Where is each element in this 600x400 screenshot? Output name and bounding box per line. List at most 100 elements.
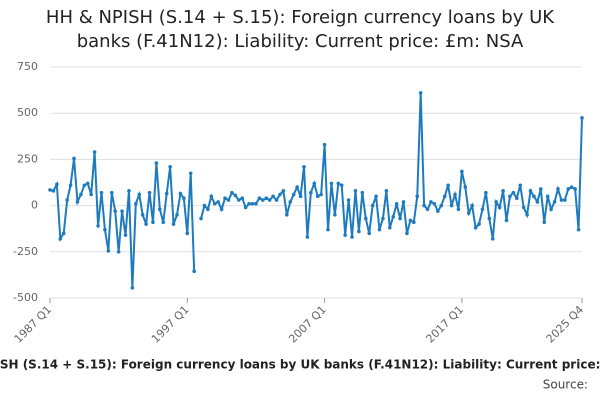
- point: [446, 183, 450, 188]
- point: [453, 192, 457, 197]
- point: [398, 216, 402, 221]
- point: [528, 189, 533, 193]
- point: [518, 183, 523, 188]
- point: [116, 250, 121, 254]
- point: [274, 198, 279, 202]
- point: [209, 194, 214, 199]
- point: [257, 196, 262, 201]
- point: [566, 187, 571, 191]
- point: [477, 222, 481, 226]
- point: [216, 200, 220, 204]
- point: [72, 156, 76, 161]
- point: [271, 194, 275, 199]
- point: [281, 189, 286, 193]
- point: [549, 207, 553, 212]
- point: [158, 207, 162, 212]
- point: [470, 203, 474, 208]
- point: [353, 189, 358, 193]
- point: [247, 201, 251, 206]
- point: [525, 213, 529, 217]
- chart-title: HH & NPISH (S.14 + S.15): Foreign curren…: [45, 7, 555, 52]
- point: [106, 249, 111, 253]
- point: [305, 235, 310, 239]
- point: [521, 205, 526, 210]
- point: [175, 213, 179, 217]
- y-tick-label: 750: [17, 60, 38, 73]
- point: [415, 194, 420, 199]
- point: [82, 183, 87, 188]
- x-tick-label: 2007 Q1: [286, 303, 329, 346]
- point: [508, 194, 512, 199]
- y-tick-label: 250: [17, 152, 38, 165]
- point: [134, 201, 138, 206]
- point: [339, 183, 344, 188]
- point: [61, 231, 66, 236]
- point: [178, 191, 183, 196]
- point: [545, 194, 550, 199]
- point: [473, 225, 478, 230]
- point: [65, 198, 69, 202]
- point: [319, 192, 323, 197]
- point: [343, 233, 347, 237]
- point: [109, 190, 114, 195]
- point: [75, 200, 80, 204]
- point: [422, 203, 426, 208]
- point: [480, 207, 485, 212]
- point: [329, 181, 334, 186]
- point: [408, 218, 413, 223]
- point: [363, 216, 368, 221]
- point: [350, 235, 354, 239]
- point: [291, 192, 296, 197]
- point: [236, 198, 241, 202]
- point: [315, 194, 320, 199]
- point: [192, 269, 196, 274]
- point: [429, 200, 433, 204]
- point: [89, 192, 93, 197]
- point: [333, 213, 337, 217]
- point: [147, 190, 152, 195]
- point: [460, 169, 464, 174]
- point: [556, 187, 560, 191]
- point: [295, 185, 299, 189]
- x-tick-label: 1987 Q1: [12, 303, 55, 346]
- point: [68, 183, 73, 188]
- point: [79, 192, 83, 197]
- point: [230, 190, 234, 195]
- point: [254, 201, 258, 206]
- point: [391, 214, 396, 219]
- point: [394, 201, 399, 206]
- point: [264, 196, 269, 201]
- point: [418, 91, 423, 95]
- point: [168, 164, 172, 169]
- point: [302, 164, 306, 169]
- point: [370, 203, 375, 208]
- point: [202, 203, 207, 208]
- point: [576, 227, 581, 232]
- point: [412, 220, 416, 225]
- point: [99, 190, 104, 195]
- point: [51, 189, 56, 193]
- point: [182, 196, 186, 201]
- point: [285, 213, 289, 217]
- point: [490, 237, 495, 241]
- point: [96, 224, 100, 228]
- point: [171, 222, 176, 226]
- point: [336, 181, 341, 186]
- point: [137, 192, 142, 197]
- point: [532, 194, 536, 199]
- point: [405, 231, 409, 236]
- point: [360, 190, 365, 195]
- x-tick-label: 1997 Q1: [149, 303, 192, 346]
- y-tick-label: 0: [31, 199, 38, 212]
- point: [199, 216, 203, 221]
- point: [298, 194, 303, 199]
- point: [103, 227, 107, 232]
- point: [120, 209, 124, 213]
- point: [206, 207, 210, 212]
- point: [374, 194, 378, 199]
- point: [432, 201, 437, 206]
- point: [569, 185, 574, 189]
- point: [243, 205, 248, 210]
- point: [487, 216, 492, 221]
